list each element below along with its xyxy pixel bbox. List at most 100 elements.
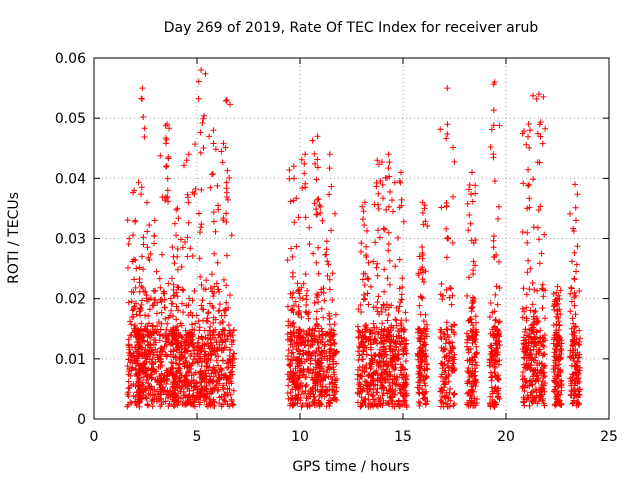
data-point	[317, 391, 324, 398]
data-point	[130, 232, 137, 239]
data-point	[136, 264, 143, 271]
data-point	[164, 320, 171, 327]
data-point	[541, 388, 548, 395]
data-point	[421, 380, 428, 387]
data-point	[488, 357, 495, 364]
data-point	[331, 350, 338, 357]
data-point	[365, 259, 372, 266]
data-point	[309, 341, 316, 348]
data-point	[146, 356, 153, 363]
data-point	[289, 349, 296, 356]
data-point	[145, 332, 152, 339]
data-point	[395, 347, 402, 354]
data-point	[223, 97, 230, 104]
data-point	[553, 393, 560, 400]
data-point	[149, 374, 156, 381]
data-point	[572, 370, 579, 377]
data-point	[128, 321, 135, 328]
data-point	[174, 283, 181, 290]
data-point	[160, 399, 167, 406]
data-point	[202, 396, 209, 403]
data-point	[414, 350, 421, 357]
data-point	[358, 240, 365, 247]
data-point	[173, 346, 180, 353]
data-point	[574, 243, 581, 250]
data-point	[198, 186, 205, 193]
data-point	[176, 377, 183, 384]
data-point	[540, 363, 547, 370]
data-point	[210, 348, 217, 355]
data-point	[537, 392, 544, 399]
data-point	[127, 372, 134, 379]
data-point	[170, 348, 177, 355]
data-point	[473, 329, 480, 336]
data-point	[321, 297, 328, 304]
data-point	[465, 402, 472, 409]
data-point	[302, 184, 309, 191]
data-point	[134, 378, 141, 385]
data-point	[522, 379, 529, 386]
data-point	[541, 351, 548, 358]
data-point	[304, 287, 311, 294]
data-point	[159, 251, 166, 258]
data-point	[132, 217, 139, 224]
data-point	[125, 264, 132, 271]
data-point	[553, 327, 560, 334]
data-point	[421, 339, 428, 346]
data-point	[172, 396, 179, 403]
data-point	[442, 374, 449, 381]
data-point	[285, 322, 292, 329]
data-point	[493, 283, 500, 290]
data-point	[195, 359, 202, 366]
data-point	[147, 295, 154, 302]
data-point	[526, 195, 533, 202]
data-point	[534, 130, 541, 137]
data-point	[310, 391, 317, 398]
data-point	[214, 387, 221, 394]
data-point	[161, 296, 168, 303]
data-point	[386, 159, 393, 166]
data-point	[572, 323, 579, 330]
data-point	[287, 360, 294, 367]
data-point	[540, 93, 547, 100]
data-point	[374, 377, 381, 384]
data-point	[525, 133, 532, 140]
data-point	[174, 381, 181, 388]
data-point	[470, 271, 477, 278]
data-point	[525, 121, 532, 128]
data-point	[145, 312, 152, 319]
data-point	[303, 302, 310, 309]
data-point	[210, 289, 217, 296]
data-point	[496, 284, 503, 291]
data-point	[469, 322, 476, 329]
data-point	[443, 254, 450, 261]
data-point	[199, 336, 206, 343]
data-point	[226, 386, 233, 393]
data-point	[361, 281, 368, 288]
data-point	[302, 151, 309, 158]
data-point	[284, 353, 291, 360]
data-point	[555, 318, 562, 325]
data-point	[487, 144, 494, 151]
data-point	[227, 328, 234, 335]
data-point	[575, 391, 582, 398]
data-point	[391, 391, 398, 398]
data-point	[314, 210, 321, 217]
data-point	[293, 243, 300, 250]
data-point	[295, 374, 302, 381]
data-point	[216, 332, 223, 339]
data-point	[146, 347, 153, 354]
data-point	[189, 321, 195, 328]
data-point	[332, 396, 339, 403]
x-tick-label: 10	[291, 429, 309, 445]
data-point	[325, 399, 332, 406]
data-point	[529, 389, 536, 396]
data-point	[130, 256, 137, 263]
data-point	[313, 374, 320, 381]
data-point	[379, 402, 386, 409]
data-point	[438, 204, 445, 211]
data-point	[446, 294, 453, 301]
data-point	[286, 375, 293, 382]
data-point	[304, 338, 311, 345]
data-point	[362, 295, 369, 302]
